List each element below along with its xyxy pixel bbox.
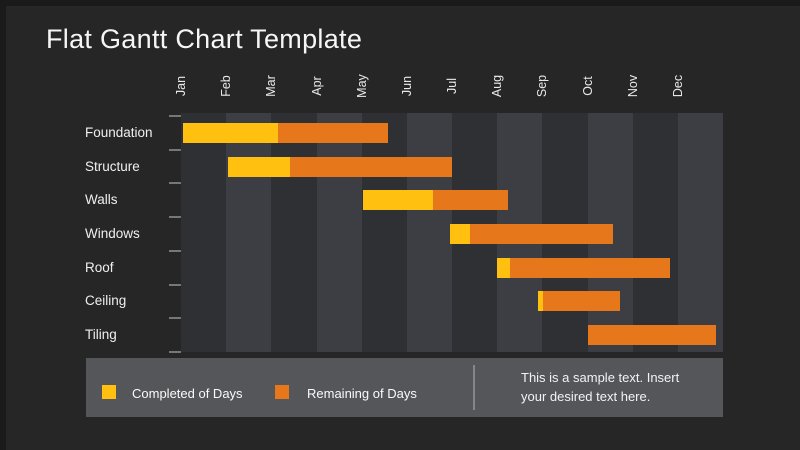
slide-frame-left	[0, 0, 6, 450]
month-label-jan: Jan	[174, 75, 188, 97]
month-label-feb: Feb	[219, 75, 234, 97]
month-label-oct: Oct	[580, 76, 595, 96]
task-label-windows: Windows	[85, 225, 140, 241]
month-label-aug: Aug	[490, 74, 505, 98]
month-column-may	[361, 113, 408, 352]
sample-text-line2: your desired text here.	[521, 389, 651, 404]
month-column-apr	[316, 113, 363, 352]
month-label-may: May	[354, 74, 369, 98]
month-label-apr: Apr	[309, 76, 324, 96]
axis-tick	[169, 317, 181, 320]
month-column-mar	[271, 113, 317, 352]
bar-ceiling-completed	[537, 291, 543, 312]
axis-tick	[169, 350, 181, 353]
axis-tick	[169, 249, 181, 252]
bar-structure-completed	[227, 156, 290, 177]
task-label-ceiling: Ceiling	[85, 293, 127, 309]
slide-frame-top	[0, 0, 800, 6]
task-label-tiling: Tiling	[85, 327, 117, 343]
task-label-foundation: Foundation	[85, 124, 153, 140]
month-label-mar: Mar	[264, 75, 279, 97]
legend-divider	[473, 365, 475, 410]
bar-roof-completed	[497, 257, 510, 278]
month-column-jan	[181, 113, 227, 352]
bar-windows-remaining	[470, 223, 613, 244]
bar-roof-remaining	[509, 257, 671, 278]
bar-structure-remaining	[289, 156, 452, 177]
bar-foundation-completed	[182, 122, 279, 143]
month-column-dec	[677, 113, 724, 352]
month-label-sep: Sep	[535, 74, 550, 98]
month-column-nov	[632, 113, 679, 352]
task-label-roof: Roof	[85, 259, 114, 275]
bar-tiling-remaining	[587, 325, 716, 346]
bar-ceiling-remaining	[542, 291, 621, 312]
remaining-swatch	[275, 385, 289, 399]
remaining-label: Remaining of Days	[307, 386, 417, 401]
sample-text: This is a sample text. Insert your desir…	[521, 368, 721, 406]
axis-tick	[169, 115, 181, 117]
bar-walls-remaining	[433, 190, 508, 211]
slide-title: Flat Gantt Chart Template	[46, 24, 363, 54]
month-label-dec: Dec	[670, 74, 685, 98]
task-label-structure: Structure	[85, 158, 140, 174]
sample-text-line1: This is a sample text. Insert	[521, 370, 680, 385]
month-column-jun	[406, 113, 453, 352]
completed-swatch	[102, 385, 116, 399]
month-label-nov: Nov	[625, 74, 640, 98]
axis-tick	[169, 148, 181, 151]
axis-tick	[169, 283, 181, 286]
completed-label: Completed of Days	[132, 386, 243, 401]
month-label-jun: Jun	[399, 75, 414, 97]
task-label-walls: Walls	[85, 192, 118, 208]
axis-tick	[169, 216, 181, 219]
month-label-jul: Jul	[445, 78, 459, 94]
axis-tick	[169, 182, 181, 185]
legend-panel: Completed of Days Remaining of Days This…	[86, 358, 723, 417]
bar-walls-completed	[363, 190, 434, 211]
month-column-feb	[226, 113, 272, 352]
bar-windows-completed	[450, 223, 471, 244]
bar-foundation-remaining	[278, 122, 388, 143]
